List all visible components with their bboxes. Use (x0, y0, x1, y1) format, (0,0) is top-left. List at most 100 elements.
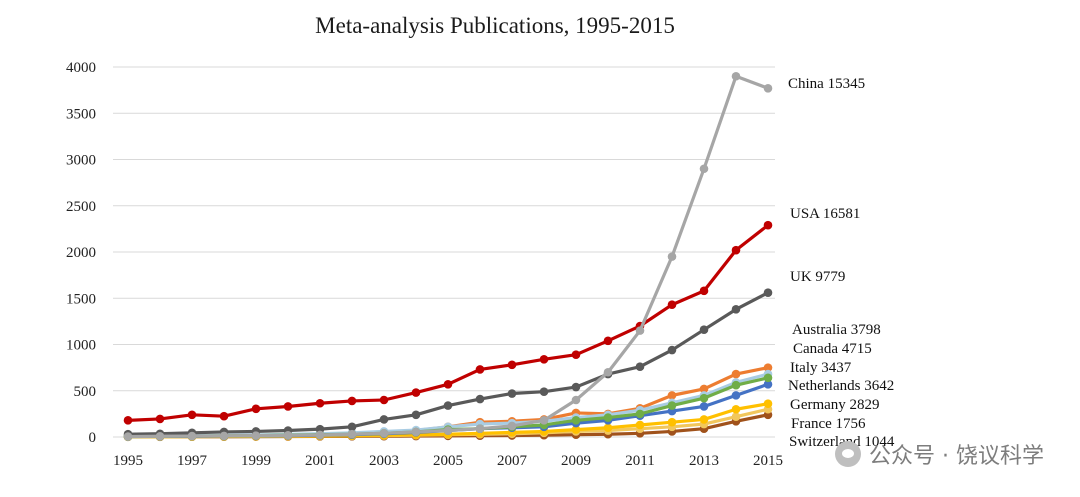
data-point (315, 398, 325, 408)
data-point (603, 367, 613, 377)
watermark-text: 公众号 · 饶议科学 (869, 444, 1044, 469)
data-point (571, 395, 581, 405)
data-point (283, 431, 293, 440)
chart-title: Meta-analysis Publications, 1995-2015 (315, 13, 675, 38)
data-point (635, 409, 645, 419)
data-point (571, 416, 581, 425)
y-tick-label: 3000 (66, 153, 96, 169)
data-point (731, 71, 741, 81)
y-axis: 0 500 1000 1500 2000 2500 3000 3500 4000 (66, 60, 96, 446)
series-label: Netherlands 3642 (788, 378, 894, 394)
data-point (699, 415, 709, 424)
data-point (731, 369, 741, 379)
x-tick-label: 2009 (561, 453, 591, 469)
data-point (699, 384, 709, 394)
data-point (507, 389, 517, 398)
data-point (731, 305, 741, 314)
series (123, 220, 773, 425)
data-point (283, 402, 293, 411)
data-point (763, 83, 773, 93)
x-tick-label: 2001 (305, 453, 335, 469)
data-point (635, 420, 645, 430)
data-point (187, 410, 197, 420)
series-label: UK 9779 (790, 269, 845, 285)
data-point (635, 362, 645, 372)
data-point (763, 373, 773, 383)
data-point (699, 286, 709, 296)
data-point (187, 431, 197, 441)
data-point (443, 401, 453, 410)
data-point (219, 411, 229, 421)
data-point (379, 395, 389, 405)
data-point (475, 424, 485, 433)
data-point (635, 326, 645, 335)
data-point (443, 379, 453, 389)
data-point (123, 432, 133, 441)
data-point (667, 417, 677, 427)
wechat-icon (835, 441, 862, 467)
data-point (667, 391, 677, 400)
x-tick-label: 1995 (113, 453, 143, 469)
x-tick-label: 2013 (689, 453, 719, 469)
watermark: 公众号 · 饶议科学 (835, 438, 1044, 470)
data-point (603, 336, 613, 346)
data-point (155, 431, 165, 441)
data-point (763, 379, 773, 389)
data-point (539, 416, 549, 425)
data-point (731, 391, 741, 400)
data-point (571, 425, 581, 434)
series-label: China 15345 (788, 76, 865, 92)
series (123, 71, 773, 441)
y-tick-label: 2000 (66, 245, 96, 261)
data-point (731, 412, 741, 421)
data-point (539, 355, 549, 364)
data-point (603, 423, 613, 433)
data-point (411, 427, 421, 437)
data-point (411, 410, 421, 420)
series-label: USA 16581 (790, 206, 860, 222)
grid (113, 66, 775, 438)
data-point (539, 387, 549, 396)
y-tick-label: 1000 (66, 338, 96, 354)
data-point (699, 325, 709, 335)
data-point (379, 429, 389, 438)
x-tick-label: 2015 (753, 453, 783, 469)
y-tick-label: 3500 (66, 106, 96, 122)
x-tick-label: 1997 (177, 453, 208, 469)
data-point (315, 430, 325, 440)
x-tick-label: 2003 (369, 453, 399, 469)
series-label: Germany 2829 (790, 397, 880, 413)
series-label: Canada 4715 (793, 341, 872, 357)
data-point (507, 360, 517, 370)
data-point (347, 396, 357, 406)
data-point (667, 345, 677, 355)
x-tick-label: 1999 (241, 453, 271, 469)
data-point (731, 245, 741, 255)
data-point (251, 431, 261, 440)
data-point (763, 220, 773, 230)
y-tick-label: 0 (89, 430, 97, 446)
data-point (123, 416, 133, 425)
data-point (699, 164, 709, 174)
data-point (347, 422, 357, 432)
data-point (347, 429, 357, 439)
series-label: France 1756 (791, 416, 866, 432)
data-point (411, 388, 421, 397)
data-point (251, 404, 261, 414)
data-point (763, 399, 773, 409)
series-label: Australia 3798 (792, 322, 881, 338)
data-point (603, 413, 613, 422)
series-label: Italy 3437 (790, 360, 852, 376)
x-tick-label: 2011 (625, 453, 654, 469)
data-point (507, 421, 517, 431)
data-point (667, 401, 677, 410)
x-tick-label: 2005 (433, 453, 463, 469)
data-point (731, 404, 741, 414)
data-point (763, 363, 773, 372)
y-tick-label: 4000 (66, 60, 96, 76)
series-group (123, 71, 773, 442)
data-point (475, 365, 485, 374)
y-tick-label: 500 (74, 384, 97, 400)
data-point (155, 414, 165, 424)
